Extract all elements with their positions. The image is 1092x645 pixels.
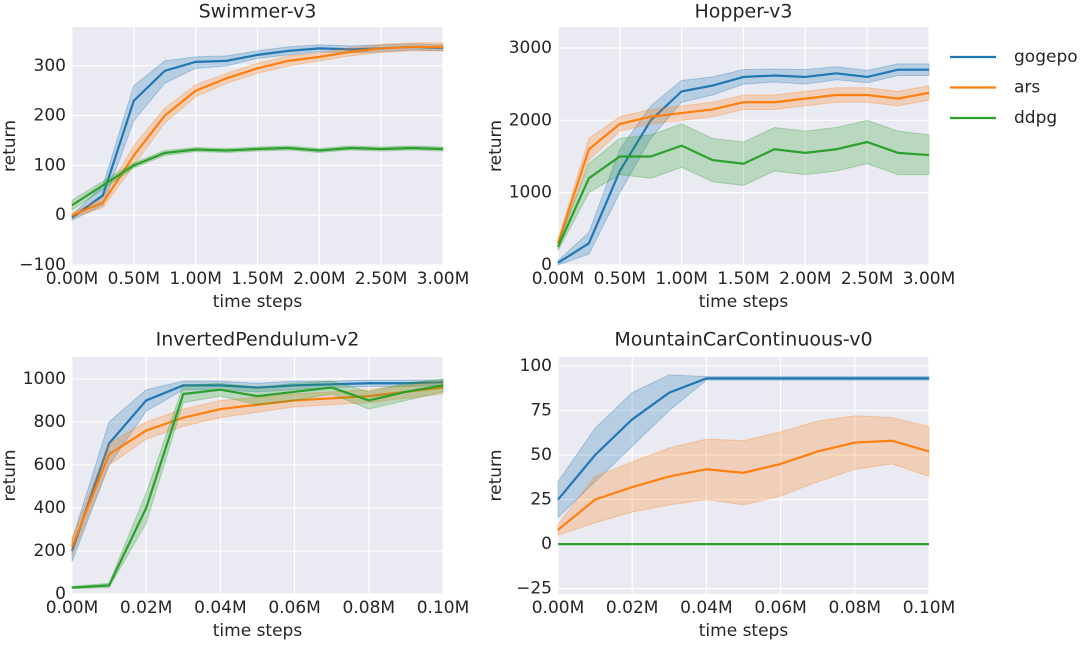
series-line bbox=[71, 384, 444, 589]
confidence-band bbox=[557, 415, 930, 536]
y-tick-label: 2000 bbox=[509, 110, 552, 130]
series-line bbox=[557, 68, 929, 264]
x-tick-label: 0.04M bbox=[680, 598, 733, 618]
x-tick-label: 0.02M bbox=[606, 598, 659, 618]
chart-title: MountainCarContinuous-v0 bbox=[614, 329, 872, 351]
x-tick-label: 0.10M bbox=[903, 598, 956, 618]
x-axis-label: time steps bbox=[699, 621, 789, 641]
x-tick-label: 1.00M bbox=[169, 269, 222, 289]
x-tick-label: 2.00M bbox=[293, 269, 346, 289]
x-tick-label: 0.06M bbox=[268, 598, 321, 618]
plot-background bbox=[558, 357, 929, 594]
x-axis-label: time steps bbox=[213, 292, 303, 312]
y-tick-label: 800 bbox=[34, 412, 66, 432]
x-tick-label: 3.00M bbox=[417, 269, 470, 289]
y-tick-label: 3000 bbox=[509, 38, 552, 58]
x-tick-label: 1.00M bbox=[655, 269, 708, 289]
confidence-band bbox=[557, 84, 930, 248]
x-tick-label: 2.50M bbox=[355, 269, 408, 289]
y-tick-label: 50 bbox=[530, 445, 552, 465]
y-tick-label: 100 bbox=[520, 356, 552, 376]
y-tick-label: 1000 bbox=[509, 183, 552, 203]
y-tick-label: 25 bbox=[530, 490, 552, 510]
x-axis-label: time steps bbox=[213, 621, 303, 641]
confidence-band bbox=[71, 379, 444, 562]
y-tick-label: 0 bbox=[55, 584, 66, 604]
y-tick-label: −100 bbox=[19, 255, 66, 275]
x-tick-label: 0.02M bbox=[120, 598, 173, 618]
x-tick-label: 1.50M bbox=[717, 269, 770, 289]
confidence-band bbox=[557, 119, 930, 251]
chart-title: Hopper-v3 bbox=[695, 1, 793, 23]
y-tick-label: 200 bbox=[34, 106, 66, 126]
y-tick-label: 600 bbox=[34, 455, 66, 475]
y-axis-label: return bbox=[0, 450, 20, 502]
y-axis-label: return bbox=[486, 450, 506, 502]
y-axis-label: return bbox=[486, 120, 506, 172]
chart-title: InvertedPendulum-v2 bbox=[156, 329, 360, 351]
x-tick-label: 2.50M bbox=[841, 269, 894, 289]
series-line bbox=[70, 381, 444, 552]
confidence-band bbox=[557, 374, 930, 519]
x-tick-label: 0.08M bbox=[343, 598, 396, 618]
confidence-band bbox=[557, 63, 930, 266]
y-tick-label: 75 bbox=[530, 400, 552, 420]
confidence-band bbox=[71, 42, 444, 219]
x-tick-label: 3.00M bbox=[903, 269, 956, 289]
x-tick-label: 2.00M bbox=[779, 269, 832, 289]
y-tick-label: 300 bbox=[34, 56, 66, 76]
series-line bbox=[70, 386, 444, 548]
legend-label: ars bbox=[1014, 78, 1040, 98]
confidence-band bbox=[71, 378, 444, 590]
y-tick-label: 0 bbox=[541, 534, 552, 554]
x-tick-label: 0.00M bbox=[532, 598, 585, 618]
confidence-band bbox=[71, 145, 444, 212]
x-tick-label: 1.50M bbox=[231, 269, 284, 289]
series-line bbox=[556, 140, 930, 248]
y-tick-label: 400 bbox=[34, 498, 66, 518]
x-axis-label: time steps bbox=[699, 292, 789, 312]
x-tick-label: 0.00M bbox=[46, 598, 99, 618]
x-tick-label: 0.04M bbox=[194, 598, 247, 618]
y-tick-label: 100 bbox=[34, 155, 66, 175]
series-line bbox=[557, 377, 929, 501]
x-tick-label: 0.08M bbox=[829, 598, 882, 618]
legend-label: gogepo bbox=[1014, 47, 1078, 67]
x-tick-label: 0.00M bbox=[46, 269, 99, 289]
y-tick-label: −25 bbox=[516, 579, 552, 599]
y-tick-label: 0 bbox=[541, 255, 552, 275]
series-line bbox=[556, 91, 930, 244]
chart-title: Swimmer-v3 bbox=[199, 1, 317, 23]
series-line bbox=[71, 146, 444, 207]
series-line bbox=[557, 439, 930, 531]
y-tick-label: 0 bbox=[55, 205, 66, 225]
x-tick-label: 0.10M bbox=[417, 598, 470, 618]
y-tick-label: 200 bbox=[34, 541, 66, 561]
x-tick-label: 0.50M bbox=[594, 269, 647, 289]
series-line bbox=[71, 45, 443, 217]
x-tick-label: 0.00M bbox=[532, 269, 585, 289]
x-tick-label: 0.50M bbox=[108, 269, 161, 289]
legend-label: ddpg bbox=[1014, 108, 1057, 128]
y-axis-label: return bbox=[0, 120, 20, 172]
x-tick-label: 0.06M bbox=[754, 598, 807, 618]
y-tick-label: 1000 bbox=[23, 369, 66, 389]
confidence-band bbox=[71, 43, 444, 221]
